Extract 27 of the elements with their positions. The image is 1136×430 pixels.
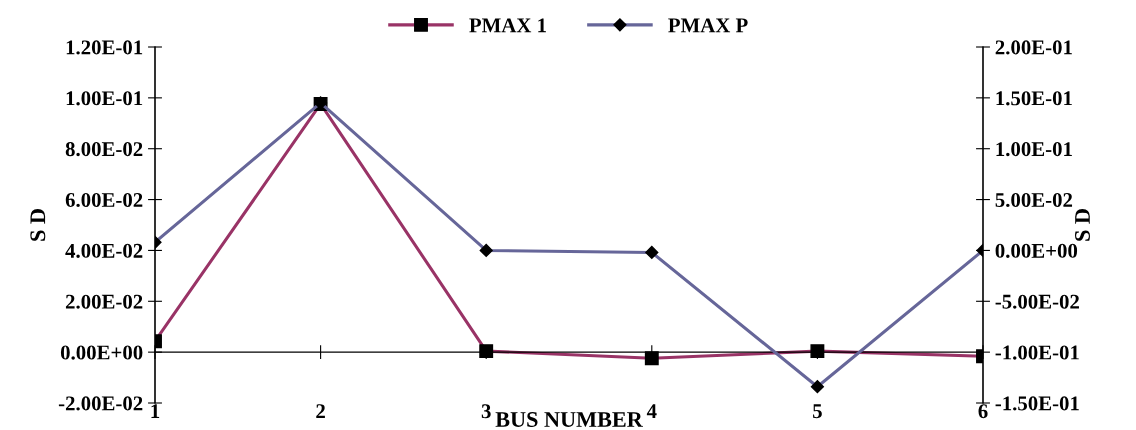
y-tick-label: 1.00E-01 (66, 91, 143, 106)
legend-label: PMAX 1 (469, 18, 546, 33)
y2-tick-label: 5.00E-02 (995, 192, 1073, 208)
y-tick-label: -2.00E-02 (58, 396, 143, 411)
y-tick-label: 4.00E-02 (65, 243, 143, 258)
x-tick-label: 6 (978, 404, 988, 419)
y2-tick-label: 2.00E-01 (995, 40, 1072, 55)
y-axis-title: S D (30, 209, 46, 241)
x-tick-label: 1 (151, 404, 160, 418)
y2-tick-label: 0.00E+00 (995, 243, 1078, 258)
y2-tick-label: 1.50E-01 (996, 91, 1072, 106)
legend-label: PMAX P (668, 18, 748, 33)
y2-tick-label: -5.00E-02 (995, 294, 1079, 309)
y-tick-label: 1.20E-01 (66, 40, 143, 55)
x-tick-label: 4 (646, 404, 657, 418)
y2-axis-title: S D (1075, 209, 1090, 241)
x-tick-label: 5 (813, 404, 822, 419)
x-axis-title: BUS NUMBER (495, 412, 643, 427)
x-tick-label: 2 (316, 404, 325, 418)
y-tick-label: 6.00E-02 (65, 192, 143, 208)
y-tick-label: 8.00E-02 (65, 142, 143, 157)
y-tick-label: 0.00E+00 (60, 345, 143, 360)
y-tick-label: 2.00E-02 (65, 294, 143, 309)
y2-tick-label: -1.50E-01 (995, 396, 1079, 411)
y2-tick-label: 1.00E-01 (996, 142, 1072, 157)
x-tick-label: 3 (481, 404, 491, 419)
y2-tick-label: -1.00E-01 (995, 345, 1079, 360)
